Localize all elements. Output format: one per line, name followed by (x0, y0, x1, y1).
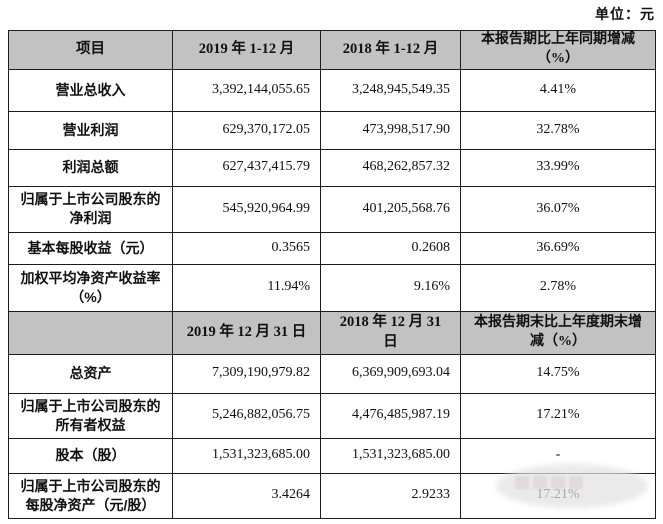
value-2018: 2.9233 (320, 472, 461, 519)
header-2019-period: 2019 年 1-12 月 (172, 30, 321, 70)
header-date-change: 本报告期末比上年度期末增 减（%） (460, 310, 656, 355)
header-period-change: 本报告期比上年同期增减 （%） (460, 30, 656, 70)
value-2018: 3,248,945,549.35 (320, 68, 461, 112)
header-blank (8, 310, 173, 355)
value-2019: 627,437,415.79 (172, 148, 321, 187)
value-2019: 11.94% (172, 263, 321, 312)
change-value: - (460, 437, 656, 474)
table-row-weighted-roe: 加权平均净资产收益率 （%） 11.94% 9.16% 2.78% (8, 263, 656, 312)
value-2019: 5,246,882,056.75 (172, 392, 321, 439)
row-label: 营业总收入 (8, 68, 173, 112)
table-row-total-profit: 利润总额 627,437,415.79 468,262,857.32 33.99… (8, 148, 656, 187)
value-2019: 629,370,172.05 (172, 110, 321, 150)
table-row-net-assets-per-share: 归属于上市公司股东的 每股净资产（元/股） 3.4264 2.9233 17.2… (8, 472, 656, 519)
value-2018: 9.16% (320, 263, 461, 312)
period-header-row: 项目 2019 年 1-12 月 2018 年 1-12 月 本报告期比上年同期… (8, 30, 656, 70)
change-value: 14.75% (460, 353, 656, 394)
value-2018: 0.2608 (320, 231, 461, 265)
value-2018: 468,262,857.32 (320, 148, 461, 187)
row-label: 利润总额 (8, 148, 173, 187)
value-2018: 4,476,485,987.19 (320, 392, 461, 439)
change-value: 36.69% (460, 231, 656, 265)
header-item: 项目 (8, 30, 173, 70)
change-value: 4.41% (460, 68, 656, 112)
value-2018: 1,531,323,685.00 (320, 437, 461, 474)
table-row-net-profit-attributable: 归属于上市公司股东的 净利润 545,920,964.99 401,205,56… (8, 185, 656, 233)
table-row-total-revenue: 营业总收入 3,392,144,055.65 3,248,945,549.35 … (8, 68, 656, 112)
change-value: 32.78% (460, 110, 656, 150)
value-2018: 473,998,517.90 (320, 110, 461, 150)
row-label: 基本每股收益（元） (8, 231, 173, 265)
change-value: 17.21% (460, 472, 656, 519)
change-value: 33.99% (460, 148, 656, 187)
row-label: 总资产 (8, 353, 173, 394)
table-row-total-assets: 总资产 7,309,190,979.82 6,369,909,693.04 14… (8, 353, 656, 394)
date-header-row: 2019 年 12 月 31 日 2018 年 12 月 31 日 本报告期末比… (8, 310, 656, 355)
row-label: 归属于上市公司股东的 每股净资产（元/股） (8, 472, 173, 519)
value-2018: 401,205,568.76 (320, 185, 461, 233)
row-label: 归属于上市公司股东的 所有者权益 (8, 392, 173, 439)
value-2019: 3,392,144,055.65 (172, 68, 321, 112)
key-financials-table: 项目 2019 年 1-12 月 2018 年 1-12 月 本报告期比上年同期… (8, 30, 656, 519)
value-2019: 3.4264 (172, 472, 321, 519)
value-2018: 6,369,909,693.04 (320, 353, 461, 394)
row-label: 加权平均净资产收益率 （%） (8, 263, 173, 312)
row-label: 归属于上市公司股东的 净利润 (8, 185, 173, 233)
header-2018-date: 2018 年 12 月 31 日 (320, 310, 461, 355)
change-value: 36.07% (460, 185, 656, 233)
unit-label: 单位：元 (595, 6, 655, 22)
value-2019: 0.3565 (172, 231, 321, 265)
value-2019: 1,531,323,685.00 (172, 437, 321, 474)
row-label: 营业利润 (8, 110, 173, 150)
header-2019-date: 2019 年 12 月 31 日 (172, 310, 321, 355)
change-value: 17.21% (460, 392, 656, 439)
row-label: 股本（股） (8, 437, 173, 474)
table-row-share-capital: 股本（股） 1,531,323,685.00 1,531,323,685.00 … (8, 437, 656, 474)
table-row-owners-equity: 归属于上市公司股东的 所有者权益 5,246,882,056.75 4,476,… (8, 392, 656, 439)
value-2019: 7,309,190,979.82 (172, 353, 321, 394)
header-2018-period: 2018 年 1-12 月 (320, 30, 461, 70)
change-value: 2.78% (460, 263, 656, 312)
table-row-operating-profit: 营业利润 629,370,172.05 473,998,517.90 32.78… (8, 110, 656, 150)
table-row-basic-eps: 基本每股收益（元） 0.3565 0.2608 36.69% (8, 231, 656, 265)
value-2019: 545,920,964.99 (172, 185, 321, 233)
